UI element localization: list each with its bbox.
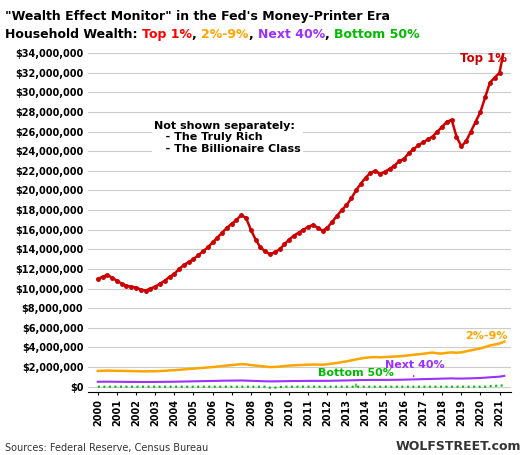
Text: WOLFSTREET.com: WOLFSTREET.com (395, 440, 521, 453)
Text: Not shown separately:
   - The Truly Rich
   - The Billionaire Class: Not shown separately: - The Truly Rich -… (154, 121, 300, 154)
Text: ,: , (325, 28, 334, 41)
Text: Household Wealth:: Household Wealth: (5, 28, 142, 41)
Text: Next 40%: Next 40% (258, 28, 325, 41)
Text: Top 1%: Top 1% (142, 28, 192, 41)
Text: "Wealth Effect Monitor" in the Fed's Money-Printer Era: "Wealth Effect Monitor" in the Fed's Mon… (5, 10, 390, 23)
Text: Sources: Federal Reserve, Census Bureau: Sources: Federal Reserve, Census Bureau (5, 443, 208, 453)
Text: Next 40%: Next 40% (385, 360, 444, 377)
Text: Bottom 50%: Bottom 50% (334, 28, 420, 41)
Text: Bottom 50%: Bottom 50% (318, 369, 393, 387)
Text: ,: , (192, 28, 201, 41)
Text: 2%-9%: 2%-9% (464, 331, 507, 341)
Text: Top 1%: Top 1% (460, 52, 507, 65)
Text: ,: , (249, 28, 258, 41)
Text: 2%-9%: 2%-9% (201, 28, 249, 41)
